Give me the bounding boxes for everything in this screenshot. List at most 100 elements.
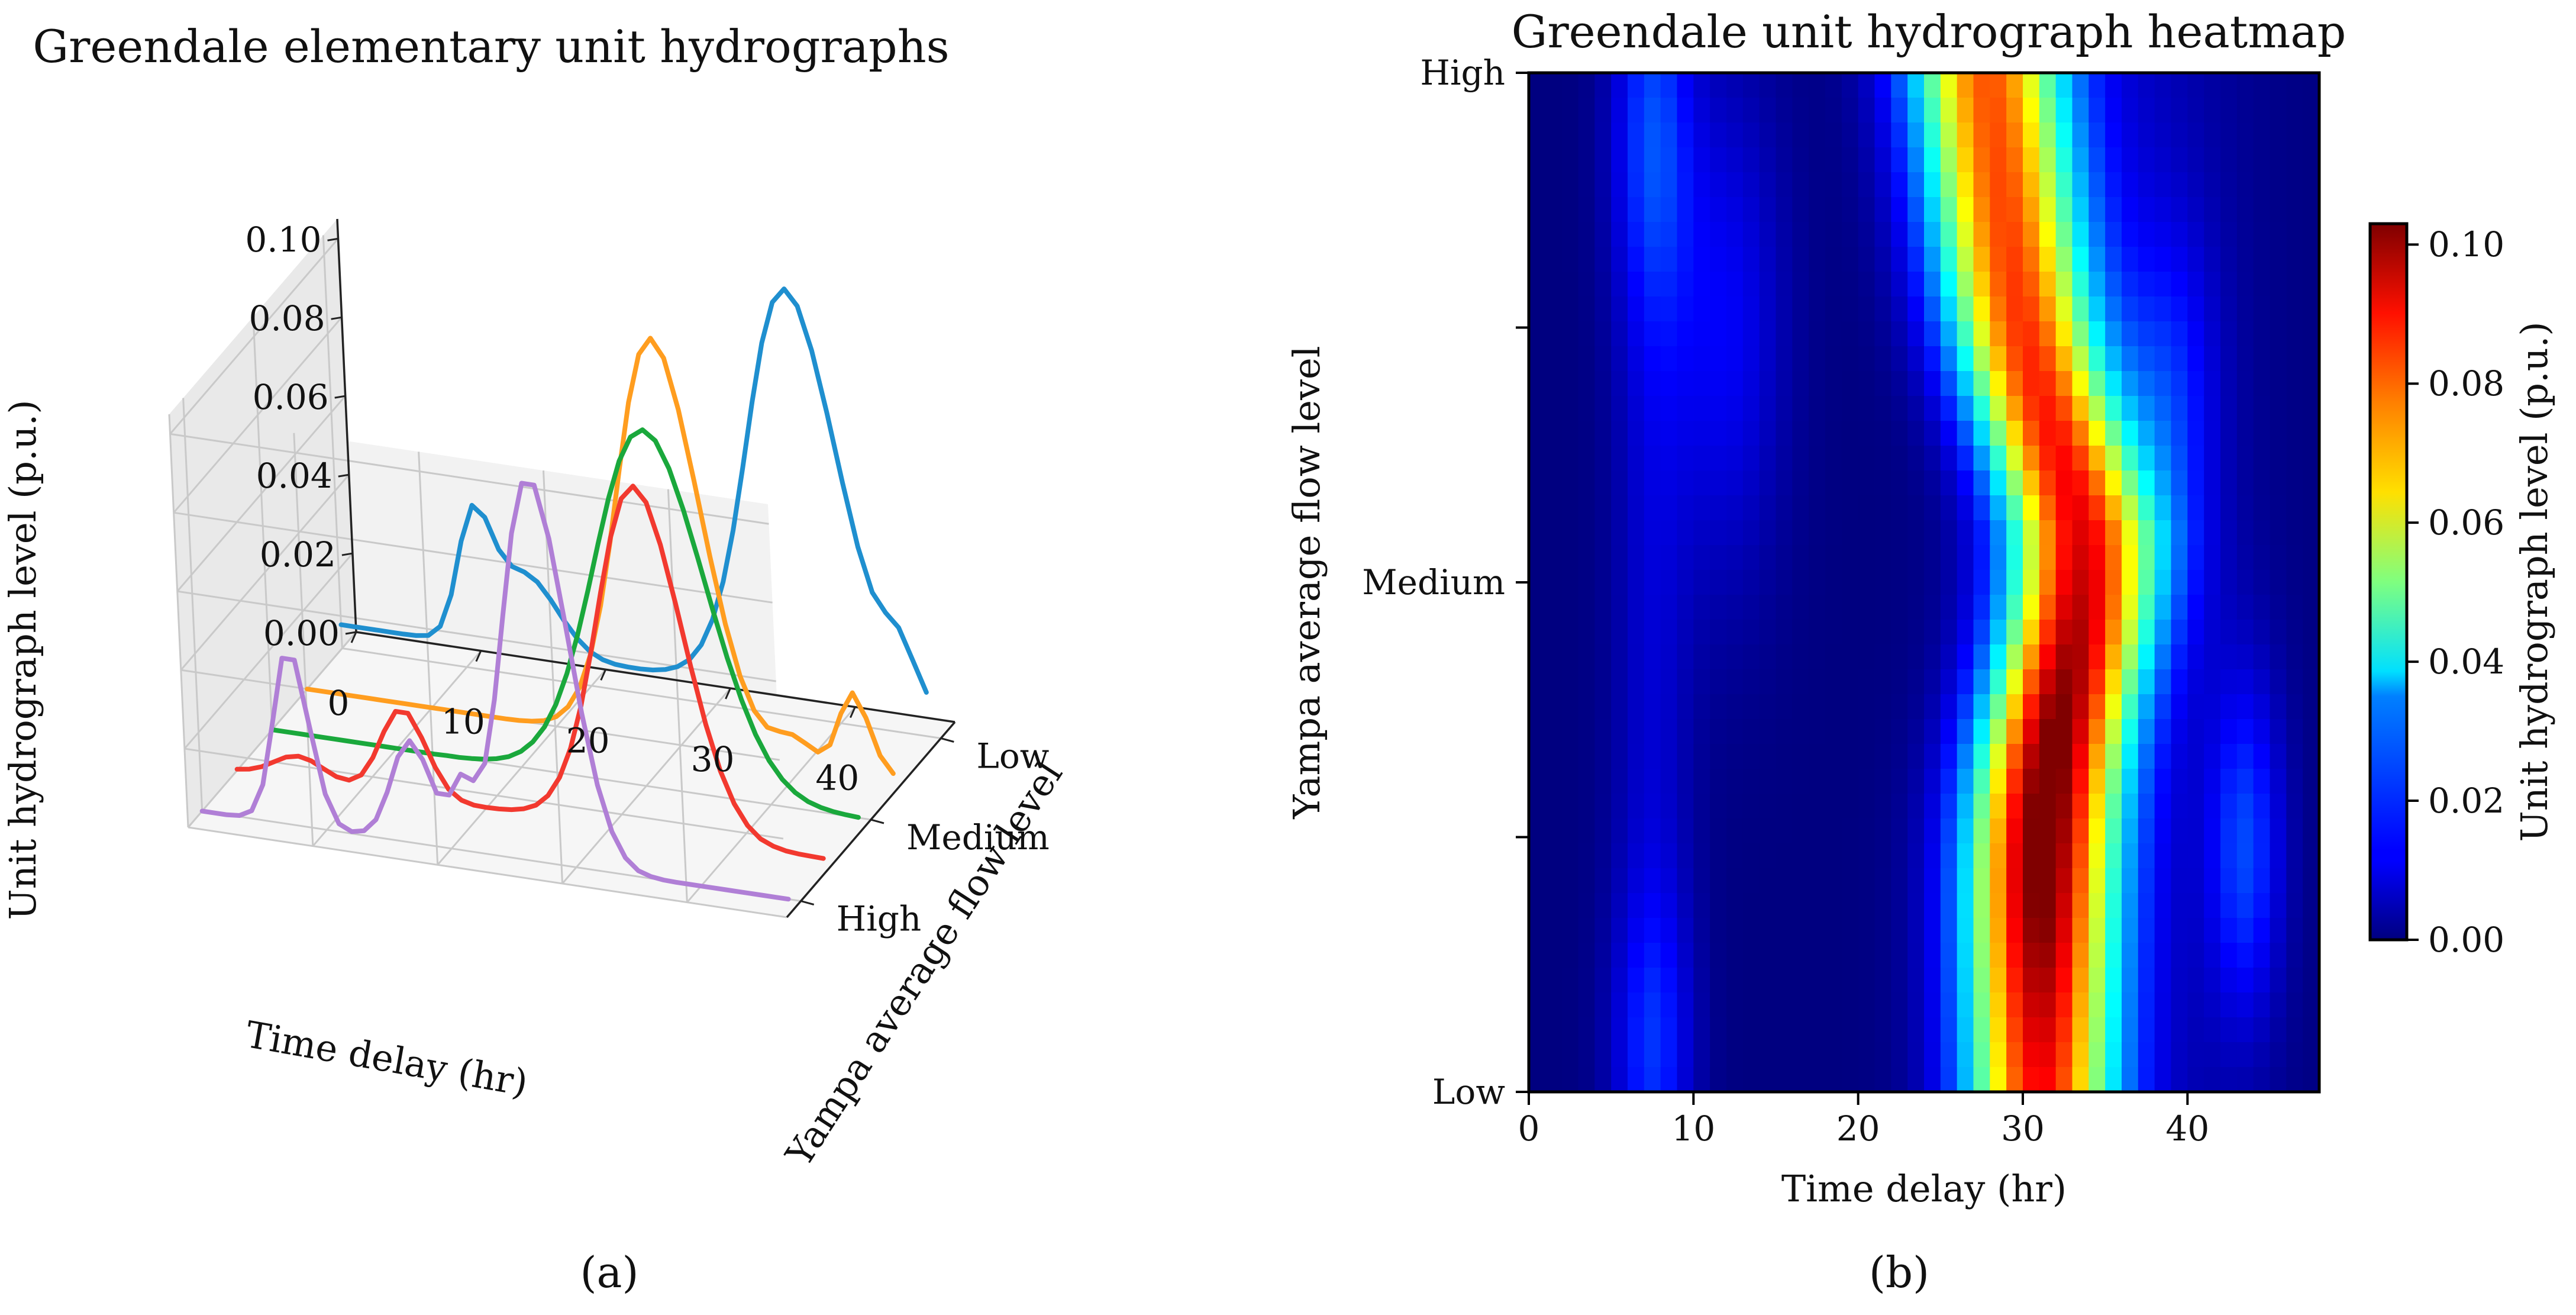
heatmap-cell [2253, 545, 2271, 571]
heatmap-cell [1628, 247, 1645, 272]
heatmap-cell [1759, 868, 1777, 894]
heatmap-cell [1759, 446, 1777, 471]
heatmap-cell [1726, 943, 1744, 968]
heatmap-cell [1628, 918, 1645, 943]
heatmap-cell [1792, 669, 1809, 695]
heatmap-cell [1726, 818, 1744, 844]
heatmap-cell [1841, 1042, 1859, 1068]
heatmap-cell [1594, 620, 1612, 645]
heatmap-cell [1825, 98, 1842, 123]
heatmap-cell [2187, 172, 2204, 198]
heatmap-cell [1545, 495, 1563, 521]
heatmap-cell [2286, 1067, 2303, 1092]
series-line-high [199, 481, 791, 902]
heatmap-cell [2236, 147, 2254, 173]
heatmap-cell [1907, 123, 1925, 148]
heatmap-cell [2138, 1067, 2155, 1092]
heatmap-cell [1924, 694, 1941, 720]
heatmap-cell [1710, 296, 1727, 322]
heatmap-cell [2236, 893, 2254, 918]
heatmap-cell [2055, 1017, 2073, 1043]
heatmap-cell [1874, 719, 1892, 744]
heatmap-cell [2253, 1017, 2271, 1043]
heatmap-cell [1792, 396, 1809, 421]
heatmap-cell [1742, 446, 1760, 471]
heatmap-cell [1957, 446, 1974, 471]
heatmap-cell [1874, 943, 1892, 968]
heatmap-cell [1529, 644, 1546, 670]
heatmap-cell [1957, 843, 1974, 869]
heatmap-cell [2138, 247, 2155, 272]
heatmap-cell [2039, 644, 2057, 670]
heatmap-cell [2171, 346, 2188, 372]
heatmap-cell [2253, 744, 2271, 769]
heatmap-cell [1940, 669, 1958, 695]
heatmap-cell [2072, 644, 2090, 670]
heatmap-cell [2006, 172, 2023, 198]
heatmap-cell [1726, 321, 1744, 347]
heatmap-cell [1742, 247, 1760, 272]
heatmap-cell [1874, 893, 1892, 918]
heatmap-cell [1594, 396, 1612, 421]
heatmap-cell [2187, 918, 2204, 943]
heatmap-cell [1726, 1017, 1744, 1043]
heatmap-cell [1594, 744, 1612, 769]
heatmap-cell [2171, 495, 2188, 521]
heatmap-cell [1940, 744, 1958, 769]
heatmap-cell [1858, 818, 1875, 844]
x-tick-label: 20 [566, 720, 610, 760]
heatmap-cell [2138, 644, 2155, 670]
heatmap-cell [2286, 595, 2303, 620]
heatmap-cell [1693, 123, 1710, 148]
heatmap-cell [1858, 992, 1875, 1018]
heatmap-cell [2236, 794, 2254, 819]
heatmap-cell [1561, 172, 1579, 198]
heatmap-cell [2236, 197, 2254, 223]
heatmap-cell [1561, 968, 1579, 993]
heatmap-cell [1990, 669, 2007, 695]
heatmap-cell [1809, 1067, 1826, 1092]
heatmap-cell [1874, 620, 1892, 645]
heatmap-cell [2023, 1017, 2040, 1043]
heatmap-cell [2303, 545, 2320, 571]
heatmap-cell [2138, 421, 2155, 446]
heatmap-cell [1973, 868, 1991, 894]
heatmap-cell [1628, 570, 1645, 595]
heatmap-cell [2055, 98, 2073, 123]
heatmap-cell [1891, 446, 1908, 471]
heatmap-cell [1792, 371, 1809, 397]
heatmap-cell [1924, 172, 1941, 198]
heatmap-cell [1710, 1067, 1727, 1092]
heatmap-cell [1677, 73, 1694, 98]
heatmap-cell [1907, 247, 1925, 272]
heatmap-cell [1759, 272, 1777, 297]
heatmap-cell [1578, 818, 1596, 844]
heatmap-cell [1628, 147, 1645, 173]
heatmap-cell [1611, 620, 1628, 645]
heatmap-cell [1907, 620, 1925, 645]
heatmap-cell [1940, 595, 1958, 620]
heatmap-cell [1940, 346, 1958, 372]
heatmap-cell [1940, 1067, 1958, 1092]
heatmap-cell [2072, 719, 2090, 744]
heatmap-cell [2187, 893, 2204, 918]
heatmap-cell [2055, 495, 2073, 521]
heatmap-cell [2088, 620, 2106, 645]
heatmap-cell [2171, 98, 2188, 123]
heatmap-cell [1792, 197, 1809, 223]
heatmap-cell [1742, 694, 1760, 720]
heatmap-cell [1594, 818, 1612, 844]
heatmap-cell [1660, 470, 1678, 496]
heatmap-cell [1611, 1067, 1628, 1092]
heatmap-cell [1677, 98, 1694, 123]
x-tick-mark [849, 707, 856, 718]
heatmap-cell [2220, 172, 2238, 198]
heatmap-cell [1611, 992, 1628, 1018]
heatmap-cell [1841, 73, 1859, 98]
heatmap-cell [2105, 520, 2122, 546]
heatmap-cell [1545, 620, 1563, 645]
heatmap-cell [1809, 620, 1826, 645]
heatmap-cell [2204, 222, 2221, 247]
heatmap-cell [1776, 818, 1793, 844]
heatmap-cell [2303, 470, 2320, 496]
